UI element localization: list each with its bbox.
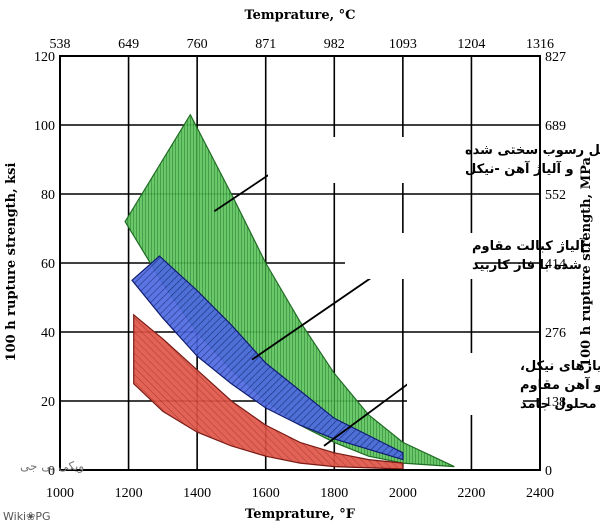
watermark-script: ویکی پی جی (20, 459, 84, 474)
y2-tick-label: 689 (545, 119, 566, 134)
x-tick-label: 2400 (526, 486, 554, 501)
y-tick-label: 20 (41, 395, 55, 410)
y2-tick-label: 0 (545, 464, 552, 479)
y-tick-label: 120 (34, 50, 55, 65)
annotation-box (407, 353, 523, 415)
annotation-text: شده با محلول جامد (520, 397, 600, 412)
x2-tick-label: 1093 (389, 37, 417, 52)
annotation-text: آلیاژهای نیکل، (520, 357, 600, 374)
y2-tick-label: 827 (545, 50, 566, 65)
annotation-leader (323, 377, 417, 447)
y2-tick-label: 552 (545, 188, 566, 203)
x-tick-label: 2200 (457, 486, 485, 501)
plot-frame (59, 55, 541, 471)
watermark-site: Wiki❀PG (3, 510, 51, 523)
y2-axis-title: 100 h rupture strength, MPa (579, 156, 594, 366)
watermark: Wiki❀PG ویکی پی جی (3, 459, 84, 523)
annotation-leader (251, 268, 385, 361)
y-axis-title: 100 h rupture strength, ksi (4, 163, 19, 362)
x2-tick-label: 1204 (457, 37, 485, 52)
x2-tick-label: 871 (255, 37, 276, 52)
y-tick-label: 0 (48, 464, 55, 479)
x-tick-label: 1800 (320, 486, 348, 501)
annotation-3: آلیاژهای نیکل، کبالت و آهن مقاوم شده با مح… (323, 353, 600, 447)
annotation-leader (213, 169, 277, 212)
y-tick-label: 80 (41, 188, 55, 203)
annotation-text: کبالت و آهن مقاوم (520, 376, 600, 393)
strength-regions (124, 113, 455, 470)
x-tick-label: 2000 (389, 486, 417, 501)
x-tick-label: 1200 (115, 486, 143, 501)
x-tick-label: 1600 (252, 486, 280, 501)
y2-tick-labels: 0 138 276 414 552 689 827 (545, 50, 566, 479)
annotation-1: (γ' , γ'') نیکل رسوب سختی شده و آلیاژ آهن… (213, 137, 600, 212)
x-tick-label: 1000 (46, 486, 74, 501)
y-tick-labels: 0 20 40 60 80 100 120 (34, 50, 55, 479)
annotation-text: (γ' , γ'') نیکل رسوب سختی شده (465, 143, 600, 158)
x-axis-title: Temprature, °F (245, 507, 356, 522)
y2-tick-label: 138 (545, 395, 566, 410)
annotation-2: آلیاژ کبالت مقاوم شده با فاز کاربید (251, 233, 585, 361)
x2-tick-labels: 538 649 760 871 982 1093 1204 1316 (50, 37, 555, 52)
x2-axis-title: Temprature, °C (244, 8, 355, 23)
x2-tick-label: 649 (118, 37, 139, 52)
annotation-box (345, 233, 475, 279)
y-tick-label: 60 (41, 257, 55, 272)
y-tick-label: 100 (34, 119, 55, 134)
x2-tick-label: 982 (324, 37, 345, 52)
annotation-text: شده با فاز کاربید (472, 258, 582, 273)
region-solid-solution-alloys (133, 313, 404, 470)
annotation-box (268, 137, 468, 183)
annotations: (γ' , γ'') نیکل رسوب سختی شده و آلیاژ آهن… (213, 137, 600, 447)
y-tick-label: 40 (41, 326, 55, 341)
y2-tick-label: 276 (545, 326, 566, 341)
x2-tick-label: 760 (187, 37, 208, 52)
region-cobalt-carbide-strengthened (131, 255, 404, 461)
x-tick-label: 1400 (183, 486, 211, 501)
y2-tick-label: 414 (545, 257, 566, 272)
x2-tick-label: 538 (50, 37, 71, 52)
x-tick-labels: 1000 1200 1400 1600 1800 2000 2200 2400 (46, 486, 554, 501)
annotation-text: آلیاژ کبالت مقاوم (472, 237, 585, 254)
annotation-text: و آلیاژ آهن -نیکل (465, 160, 574, 177)
x2-tick-label: 1316 (526, 37, 554, 52)
